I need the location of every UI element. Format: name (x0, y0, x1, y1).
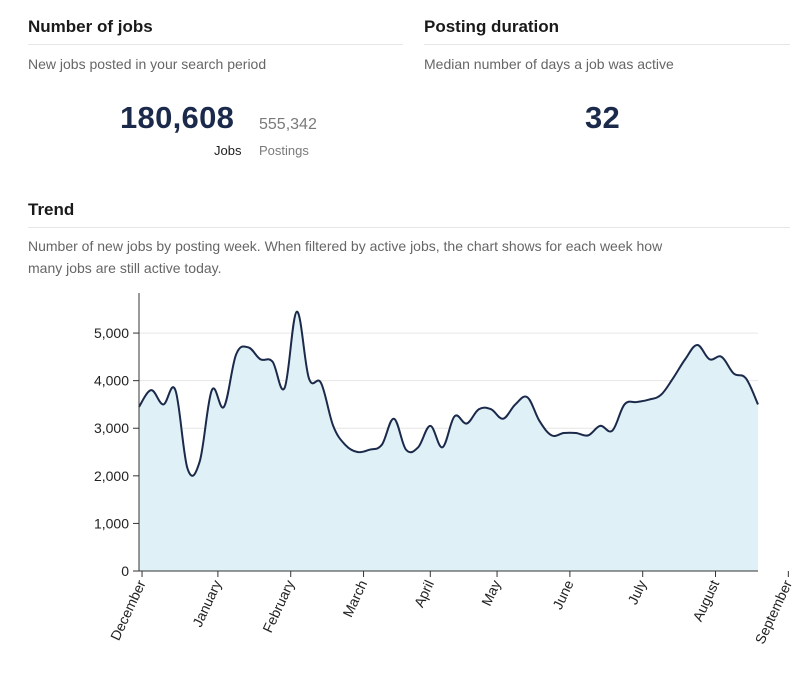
x-tick-label: June (549, 577, 576, 611)
data-point (161, 402, 165, 406)
x-tick-label: January (189, 578, 225, 630)
data-point (586, 433, 590, 437)
y-tick-label: 3,000 (94, 420, 129, 436)
data-point (355, 450, 359, 454)
x-tick-label: August (689, 577, 722, 623)
data-point (707, 357, 711, 361)
x-tick-label: July (624, 578, 649, 607)
data-point (307, 376, 311, 380)
data-point (416, 445, 420, 449)
y-tick-label: 2,000 (94, 468, 129, 484)
data-point (392, 417, 396, 421)
data-point (319, 381, 323, 385)
y-tick-label: 4,000 (94, 373, 129, 389)
x-tick-label: March (339, 578, 370, 620)
postings-count-value: 555,342 (259, 116, 317, 133)
data-point (610, 429, 614, 433)
data-point (210, 388, 214, 392)
data-point (683, 357, 687, 361)
data-point (234, 352, 238, 356)
data-point (440, 445, 444, 449)
data-point (489, 407, 493, 411)
duration-value: 32 (585, 100, 621, 135)
data-point (198, 460, 202, 464)
jobs-card-title: Number of jobs (28, 17, 153, 36)
data-point (173, 388, 177, 392)
duration-card-divider (424, 44, 790, 45)
data-point (246, 345, 250, 349)
data-point (465, 421, 469, 425)
data-point (295, 310, 299, 314)
y-axis-ticks: 0 1,000 2,000 3,000 4,000 5,000 (94, 325, 139, 579)
trend-description-line-2: many jobs are still active today. (28, 260, 222, 276)
trend-line (138, 310, 759, 477)
x-axis-ticks: December January February March April May June… (107, 571, 796, 646)
data-point (659, 393, 663, 397)
x-tick-label: February (259, 578, 297, 636)
data-point (622, 402, 626, 406)
jobs-count-label: Jobs (214, 143, 242, 158)
data-point (598, 424, 602, 428)
data-point (222, 405, 226, 409)
y-tick-label: 0 (121, 563, 129, 579)
data-point (368, 448, 372, 452)
data-point (732, 372, 736, 376)
trend-area-chart: 0 1,000 2,000 3,000 4,000 5,000 December Janua… (94, 293, 796, 646)
data-point (453, 414, 457, 418)
axes (138, 293, 758, 572)
data-point (538, 419, 542, 423)
data-point (428, 424, 432, 428)
x-tick-label: April (411, 578, 437, 610)
y-tick-label: 5,000 (94, 325, 129, 341)
jobs-card-divider (28, 44, 403, 45)
data-point (744, 376, 748, 380)
data-point (258, 357, 262, 361)
data-point (671, 376, 675, 380)
data-point (550, 433, 554, 437)
data-point (635, 400, 639, 404)
data-point (647, 398, 651, 402)
data-point (501, 417, 505, 421)
jobs-count-value: 180,608 (120, 100, 235, 135)
trend-area-fill (139, 311, 758, 571)
data-point (756, 402, 760, 406)
data-point (695, 343, 699, 347)
data-point (380, 443, 384, 447)
data-point (149, 388, 153, 392)
duration-card-description: Median number of days a job was active (424, 56, 674, 72)
data-point (331, 424, 335, 428)
x-tick-label: September (752, 577, 796, 646)
trend-divider (28, 227, 790, 228)
data-point (404, 448, 408, 452)
data-point (513, 402, 517, 406)
data-point (271, 360, 275, 364)
trend-description-line-1: Number of new jobs by posting week. When… (28, 238, 663, 254)
data-point (283, 386, 287, 390)
x-tick-label: May (478, 578, 504, 609)
data-point (477, 407, 481, 411)
data-point (574, 431, 578, 435)
data-point (525, 395, 529, 399)
data-point (343, 443, 347, 447)
trend-title: Trend (28, 200, 75, 219)
postings-count-label: Postings (259, 143, 309, 158)
jobs-card-description: New jobs posted in your search period (28, 56, 267, 72)
x-tick-label: December (107, 577, 149, 643)
y-tick-label: 1,000 (94, 515, 129, 531)
data-point (720, 355, 724, 359)
data-point (562, 431, 566, 435)
duration-card-title: Posting duration (424, 17, 560, 36)
data-point (186, 467, 190, 471)
